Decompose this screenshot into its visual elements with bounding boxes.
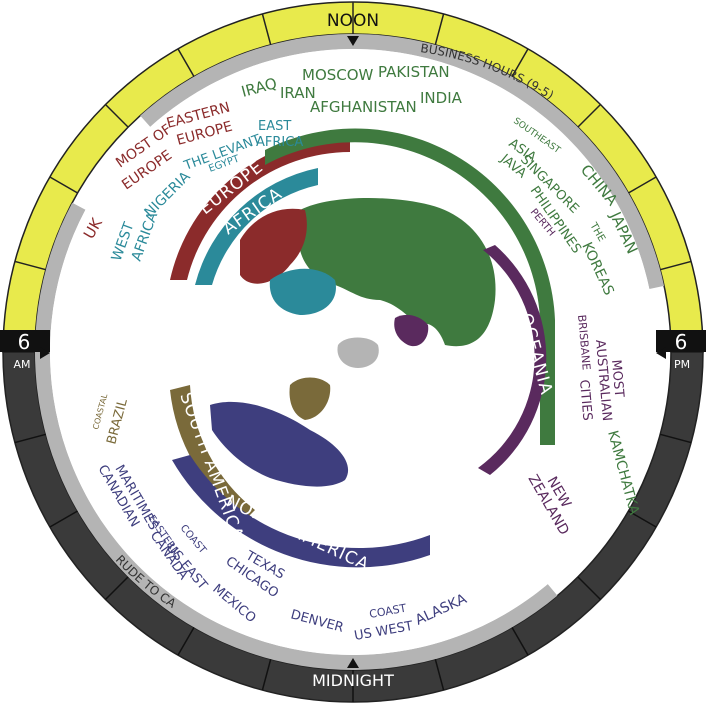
region-brisbane: BRISBANE [575, 314, 593, 371]
midnight-label: MIDNIGHT [312, 671, 394, 690]
africa-landmass [269, 268, 336, 315]
region-pakistan: PAKISTAN [378, 63, 450, 81]
am-hour-box [0, 330, 50, 352]
asia-landmass [300, 198, 496, 347]
europe-landmass [240, 208, 307, 284]
pm-hour-label: 6 [675, 330, 688, 354]
hour-tick [177, 48, 195, 77]
region-most-australian-3: CITIES [576, 379, 595, 421]
hour-tick [14, 260, 47, 271]
hour-tick [577, 576, 602, 601]
hour-tick [104, 103, 129, 128]
oceania-band [478, 245, 547, 475]
hour-tick [104, 576, 129, 601]
hour-tick [577, 103, 602, 128]
hour-tick [14, 433, 47, 444]
hour-tick [511, 627, 529, 656]
region-us-west-coast-2: COAST [368, 602, 407, 621]
south-america-band [170, 385, 255, 520]
region-moscow: MOSCOW [302, 66, 374, 84]
hour-tick [261, 658, 272, 691]
hour-tick [659, 260, 692, 271]
region-east-africa-1: EAST [258, 119, 291, 134]
region-most-australian-2: AUSTRALIAN [592, 339, 614, 422]
hour-tick [659, 433, 692, 444]
hour-tick [628, 176, 657, 194]
pm-hour-box [656, 330, 706, 352]
region-east-africa-2: AFRICA [256, 135, 303, 150]
hour-tick [49, 510, 78, 528]
world-map [210, 198, 496, 487]
hour-tick [261, 13, 272, 46]
region-afghanistan: AFGHANISTAN [310, 98, 417, 116]
region-most-australian-1: MOST [608, 359, 626, 398]
hour-tick [434, 658, 445, 691]
hour-tick [511, 48, 529, 77]
hour-tick [49, 176, 78, 194]
pm-marker-icon [656, 347, 666, 359]
region-iran: IRAN [280, 84, 316, 102]
hour-tick [177, 627, 195, 656]
africa-band [195, 168, 318, 285]
noon-marker-icon [347, 36, 359, 46]
europe-band [170, 135, 350, 280]
hour-tick [628, 510, 657, 528]
north-america-landmass [210, 401, 349, 487]
south-america-landmass [289, 377, 331, 420]
pm-suffix-label: PM [674, 358, 690, 371]
midnight-marker-icon [347, 658, 359, 668]
rude-to-call-band [35, 202, 558, 670]
antarctica-landmass [337, 337, 379, 368]
region-india: INDIA [420, 89, 463, 107]
am-hour-label: 6 [18, 330, 31, 354]
north-america-band [172, 455, 430, 568]
hour-ticks [3, 2, 703, 702]
business-hours-band [140, 33, 665, 290]
noon-label: NOON [327, 11, 379, 31]
hour-tick [434, 13, 445, 46]
oceania-landmass [394, 314, 429, 347]
am-marker-icon [40, 347, 50, 359]
am-suffix-label: AM [13, 358, 30, 371]
